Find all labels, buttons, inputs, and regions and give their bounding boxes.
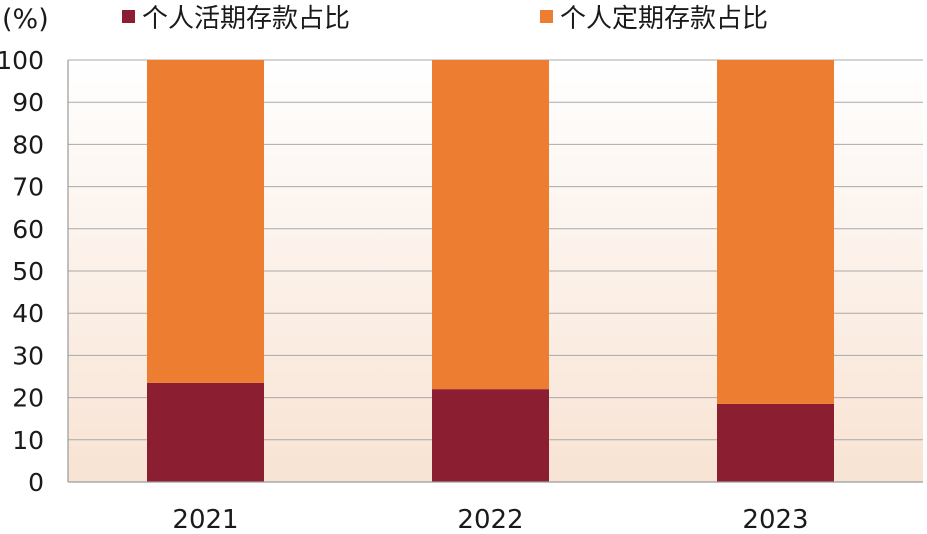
y-tick-label: 100 — [0, 46, 44, 75]
legend-item-demand-deposit: 个人活期存款占比 — [122, 4, 350, 34]
bar-time-2023 — [717, 60, 834, 404]
y-tick-label: 60 — [12, 215, 44, 244]
bar-demand-2023 — [717, 403, 834, 482]
legend-label-time: 个人定期存款占比 — [560, 4, 768, 34]
y-tick-label: 70 — [12, 173, 44, 202]
y-tick-labels: 0 10 20 30 40 50 60 70 80 90 100 — [0, 46, 44, 497]
axes — [67, 60, 923, 483]
y-tick-label: 50 — [12, 257, 44, 286]
bar-demand-2021 — [147, 382, 264, 482]
y-unit-label: (%) — [2, 4, 49, 35]
legend-item-time-deposit: 个人定期存款占比 — [540, 4, 768, 34]
bar-time-2022 — [432, 60, 549, 390]
legend: 个人活期存款占比 个人定期存款占比 — [122, 4, 768, 34]
bar-time-2021 — [147, 60, 264, 383]
x-tick-label: 2023 — [742, 505, 808, 530]
y-tick-label: 10 — [12, 426, 44, 455]
x-tick-label: 2022 — [457, 505, 523, 530]
x-tick-label: 2021 — [172, 505, 238, 530]
legend-swatch-demand — [122, 10, 135, 23]
y-tick-label: 20 — [12, 384, 44, 413]
legend-swatch-time — [540, 10, 553, 23]
legend-label-demand: 个人活期存款占比 — [142, 4, 350, 34]
y-tick-label: 0 — [28, 468, 44, 497]
y-tick-label: 90 — [12, 88, 44, 117]
x-tick-labels: 2021 2022 2023 — [172, 505, 808, 534]
y-tick-label: 80 — [12, 130, 44, 159]
bars — [147, 60, 834, 482]
bar-demand-2022 — [432, 389, 549, 482]
y-tick-label: 40 — [12, 299, 44, 328]
y-tick-label: 30 — [12, 341, 44, 370]
